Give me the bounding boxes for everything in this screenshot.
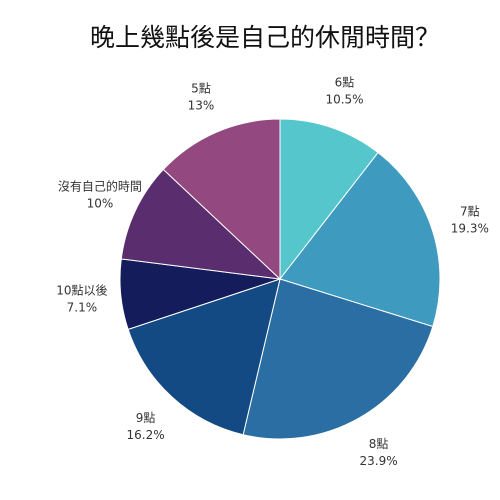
slice-value-1: 10.5% [325,93,363,107]
slice-value-5: 7.1% [67,300,98,314]
slice-value-4: 16.2% [127,428,165,442]
slice-label-3: 8點 [369,437,389,451]
slice-labels: 6點 10.5% 7點 19.3% 8點 23.9% 9點 16.2% 10點以後 7.1% 沒有自… [56,76,489,468]
slice-label-2: 7點 [460,204,480,218]
pie-slice-7 [162,118,281,281]
pie-slice-1 [279,118,379,281]
slice-label-5: 10點以後 [56,283,107,297]
slice-value-3: 23.9% [360,454,398,468]
pie-slice-6 [120,168,282,280]
slice-value-7: 13% [188,98,215,112]
slice-label-1: 6點 [335,76,355,90]
slice-label-6: 沒有自己的時間 [58,178,142,193]
slice-value-6: 10% [87,196,114,210]
pie-slice-4 [127,278,281,436]
slice-value-2: 19.3% [451,221,489,235]
pie-slice-3 [242,278,434,440]
slice-label-7: 5點 [191,81,211,95]
chart-title: 晚上幾點後是自己的休閒時間？ [90,23,440,52]
pie-slices [119,118,441,440]
slice-label-4: 9點 [136,411,156,425]
pie-slice-2 [279,151,441,328]
